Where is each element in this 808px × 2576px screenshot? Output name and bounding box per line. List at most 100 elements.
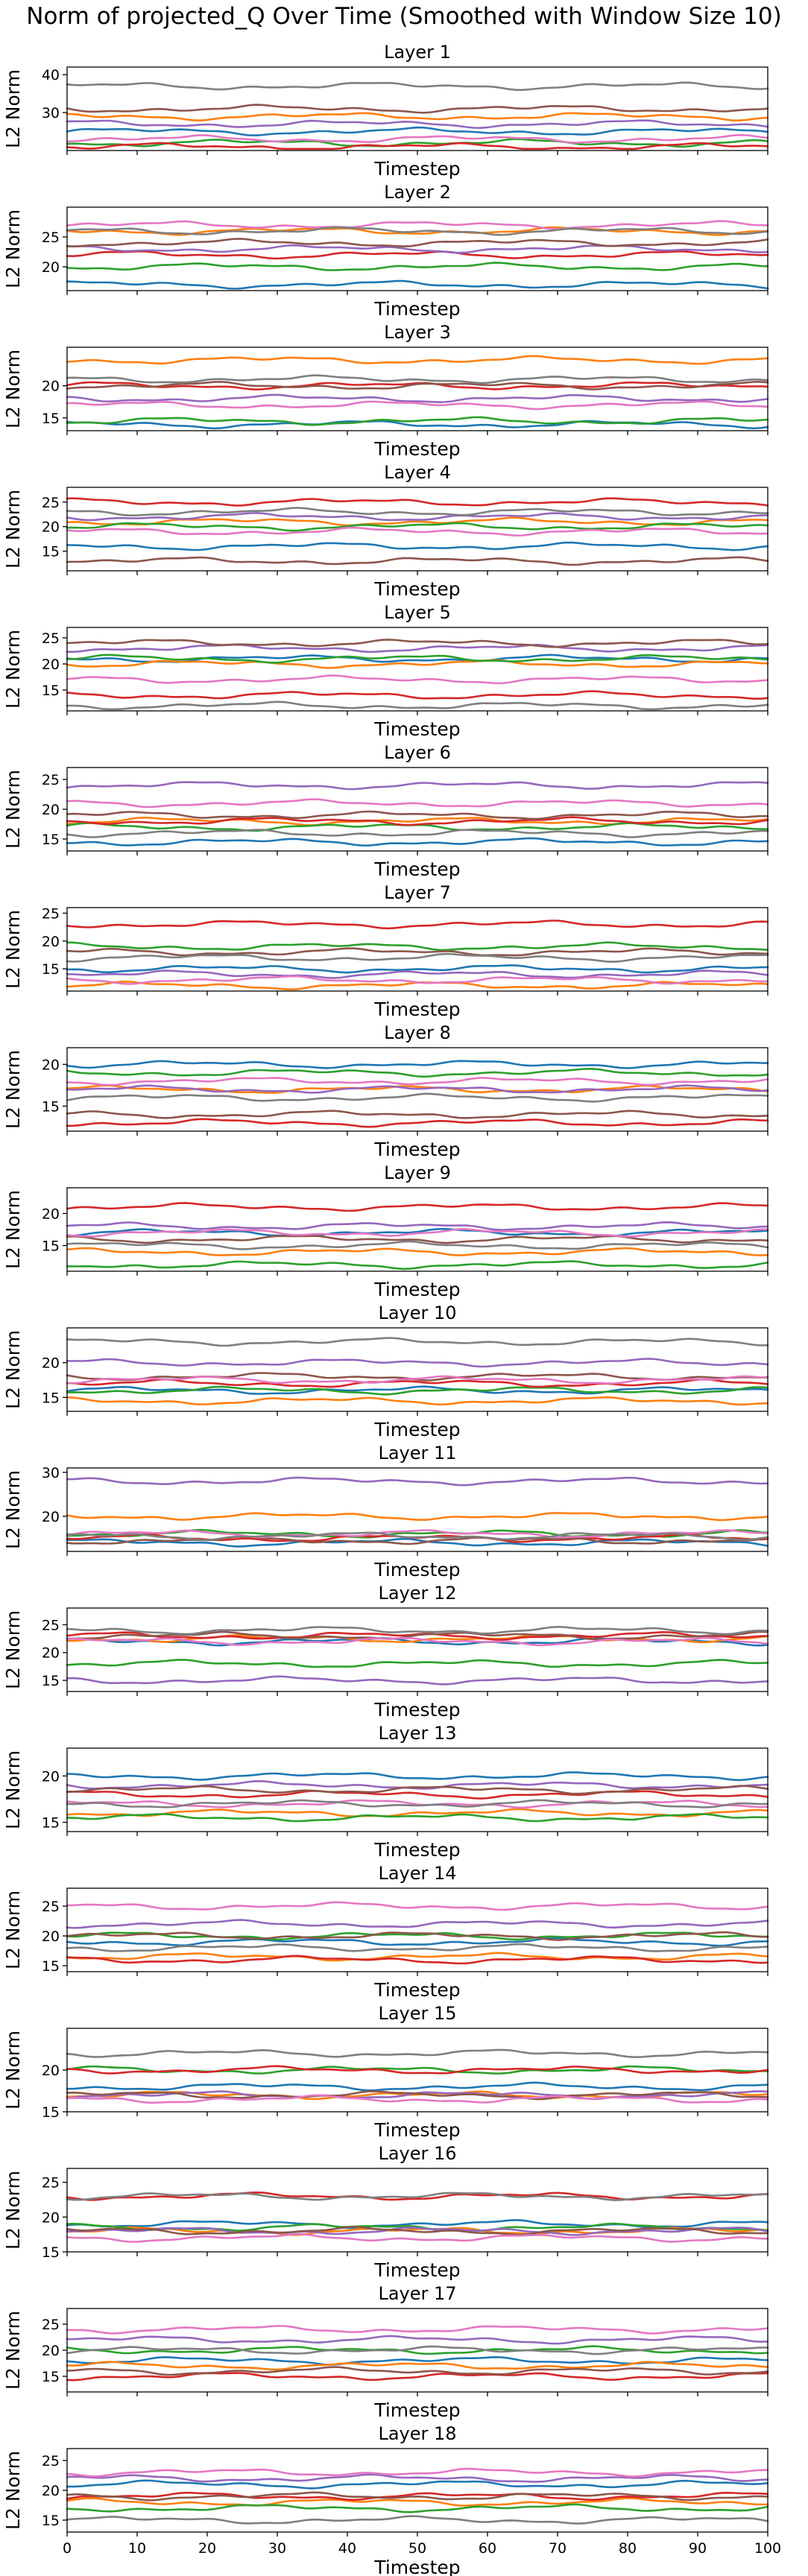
series-line-3 [66,1385,769,1396]
y-tick-label: 20 [42,802,60,818]
y-tick-label: 15 [42,411,60,427]
y-tick-label: 20 [42,934,60,950]
x-axis-label: Timestep [373,2119,460,2141]
panel-layer-8: Layer 8 15 20 Timestep L2 Norm [2,1022,769,1160]
panel-frame [66,1607,768,1692]
series-line-5 [66,1476,769,1487]
y-tick-label: 15 [42,544,60,560]
y-tick-label: 25 [42,2453,60,2469]
x-axis-label: Timestep [373,718,460,740]
x-tick-label: 80 [619,2540,637,2557]
series-line-8 [66,2048,769,2058]
y-tick-label: 20 [42,1206,60,1222]
panel-layer-13: Layer 13 15 20 Timestep L2 Norm [2,1723,769,1861]
panel-frame [66,767,768,852]
series-line-4 [66,1790,769,1800]
panel-title: Layer 12 [378,1583,456,1604]
panel-frame [66,1467,768,1552]
y-axis-label: L2 Norm [2,209,24,288]
y-tick-label: 15 [42,1958,60,1975]
y-tick-label: 20 [42,2063,60,2079]
x-tick-label: 10 [128,2540,146,2557]
series-line-7 [66,526,769,537]
y-tick-label: 30 [42,105,60,121]
series-line-1 [66,1537,769,1548]
y-axis-label: L2 Norm [2,490,24,569]
y-tick-label: 30 [42,1465,60,1481]
y-axis-label: L2 Norm [2,1330,24,1409]
y-tick-label: 20 [42,259,60,276]
series-line-6 [66,556,769,566]
series-line-5 [66,643,769,654]
series-line-3 [66,1813,769,1823]
panel-title: Layer 15 [378,2003,456,2024]
panel-title: Layer 5 [384,602,451,623]
x-tick-label: 100 [754,2540,781,2557]
series-line-3 [66,416,769,426]
x-tick-label: 40 [338,2540,356,2557]
y-axis-label: L2 Norm [2,349,24,428]
x-axis-label: Timestep [373,438,460,460]
panel-frame [66,1187,768,1272]
y-tick-label: 15 [42,1098,60,1115]
series-line-8 [66,952,769,963]
series-line-8 [66,1799,769,1808]
panel-layer-18: Layer 18 15 20 25 0 10 20 30 40 50 60 70 80 90 100 Time… [2,2423,781,2576]
y-tick-label: 20 [42,1768,60,1785]
series-line-2 [66,1952,769,1962]
x-tick-label: 50 [408,2540,426,2557]
panel-title: Layer 7 [384,882,451,903]
series-line-4 [66,2491,769,2501]
series-line-2 [66,355,769,365]
y-tick-label: 25 [42,495,60,511]
panel-layer-16: Layer 16 15 20 25 Timestep L2 Norm [2,2143,769,2281]
series-line-6 [66,2491,769,2501]
series-line-7 [66,2232,769,2243]
series-line-2 [66,1512,769,1522]
series-line-7 [66,975,769,985]
series-line-7 [66,220,769,230]
y-tick-label: 25 [42,2317,60,2333]
y-axis-label: L2 Norm [2,2311,24,2390]
y-tick-label: 20 [42,379,60,395]
y-tick-label: 20 [42,1057,60,1073]
panel-title: Layer 4 [384,462,451,483]
series-line-7 [66,2325,769,2335]
panel-title: Layer 17 [378,2283,456,2304]
series-line-3 [66,1068,769,1078]
y-tick-label: 20 [42,1509,60,1525]
series-line-5 [66,1221,769,1231]
series-line-1 [66,1060,769,1069]
series-line-2 [66,226,769,236]
x-tick-label: 60 [479,2540,496,2557]
series-line-1 [66,964,769,974]
y-tick-label: 25 [42,905,60,922]
series-line-5 [66,393,769,403]
series-line-5 [66,1780,769,1790]
x-axis-label: Timestep [373,1839,460,1861]
y-tick-label: 15 [42,683,60,699]
series-line-2 [66,2226,769,2236]
series-line-8 [66,1943,769,1952]
series-line-4 [66,816,769,826]
series-line-5 [66,1084,769,1094]
y-axis-label: L2 Norm [2,1190,24,1269]
series-line-3 [66,2345,769,2355]
y-tick-label: 15 [42,2104,60,2121]
series-line-8 [66,374,769,384]
y-tick-label: 15 [42,961,60,978]
series-line-2 [66,1084,769,1094]
series-line-8 [66,700,769,711]
series-line-5 [66,512,769,522]
series-line-7 [66,1901,769,1911]
panel-layer-3: Layer 3 15 20 Timestep L2 Norm [2,322,769,460]
series-line-8 [66,1531,769,1542]
x-tick-label: 0 [63,2540,72,2557]
x-axis-label: Timestep [373,158,460,180]
series-line-3 [66,2503,769,2513]
panel-layer-15: Layer 15 15 20 Timestep L2 Norm [2,2003,769,2141]
series-line-5 [66,781,769,791]
series-line-8 [66,829,769,838]
y-tick-label: 25 [42,230,60,246]
series-line-8 [66,507,769,517]
